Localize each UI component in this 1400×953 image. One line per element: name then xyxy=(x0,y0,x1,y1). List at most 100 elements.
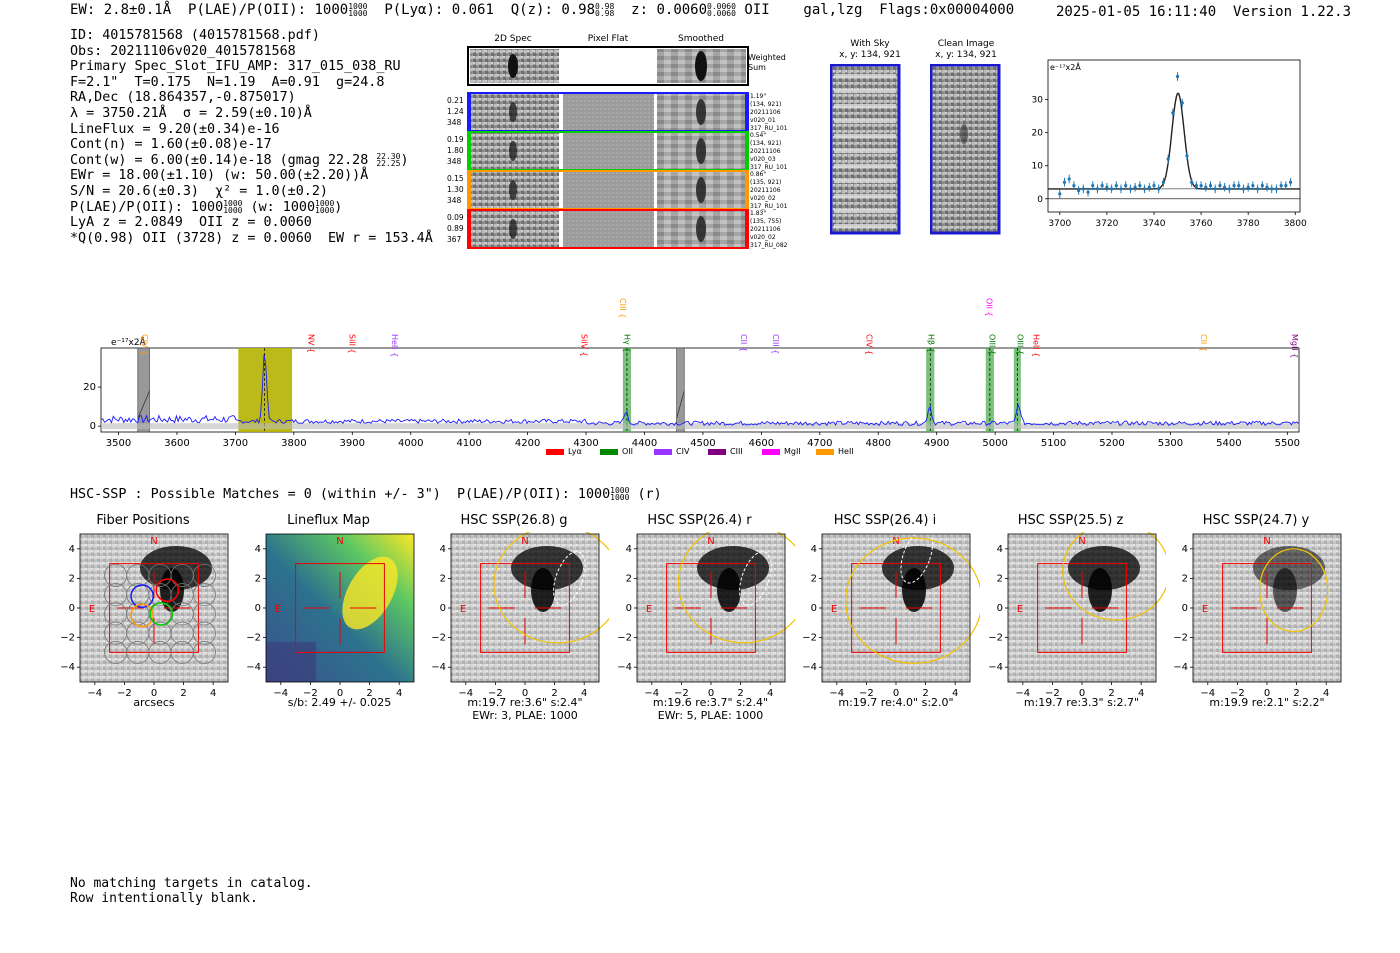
zoom-data-point xyxy=(1128,187,1133,191)
zoom-data-point xyxy=(1237,183,1241,188)
sky-stripe xyxy=(834,104,896,108)
zoom-data-point xyxy=(1095,187,1100,191)
hsc-search-box xyxy=(665,563,756,653)
hsc-xtick-label: 4 xyxy=(581,688,587,699)
cutout-row-weight: 348 xyxy=(447,118,462,127)
spec-unit-label: e⁻¹⁷x2Å xyxy=(111,336,147,348)
spec-xtick-label: 4900 xyxy=(924,438,949,449)
hsc-ytick-label: −4 xyxy=(1173,662,1188,673)
fiber-circle xyxy=(192,563,216,587)
zoom-data-point xyxy=(1208,183,1213,188)
spec-line-label: CIV { xyxy=(865,334,874,355)
cutout-title-smoothed: Smoothed xyxy=(678,34,724,44)
hsc-east-label: E xyxy=(460,604,466,615)
hsc-panel-5: HSC SSP(26.4) i N E −4 −4 −2 −2 0 0 2 2 4 4 m:19.7 re… xyxy=(800,508,980,723)
hsc-xtick-label: −2 xyxy=(488,688,503,699)
hsc-ytick-label: 4 xyxy=(254,544,260,555)
info-lineflux: LineFlux = 9.20(±0.34)e-16 xyxy=(70,121,280,137)
hsc-galaxy xyxy=(696,546,769,590)
hsc-north-label: N xyxy=(1078,536,1085,547)
cutout-row-meta: (135, 921) xyxy=(750,179,781,186)
hsc-ytick-label: 2 xyxy=(811,573,817,584)
cutout-row-4: 0.09 0.89 367 1.83"(135, 755)20211106v020_0… xyxy=(447,209,788,249)
hsc-panel-7: HSC SSP(24.7) y N E −4 −4 −2 −2 0 0 2 2 4 4 m:19.9 re… xyxy=(1171,508,1351,723)
sky-stripe xyxy=(834,179,896,183)
info-obs: Obs: 20211106v020_4015781568 xyxy=(70,43,296,59)
hsc-ytick-label: −2 xyxy=(246,633,261,644)
zoom-ytick-label: 30 xyxy=(1032,96,1044,106)
zoom-data-point xyxy=(1288,180,1293,184)
legend-label: CIV xyxy=(676,447,690,456)
hsc-aperture xyxy=(845,537,980,664)
zoom-data-point xyxy=(1152,183,1156,188)
header-plae-range: 1000 1000 xyxy=(348,2,368,18)
zoom-data-point xyxy=(1232,183,1236,188)
zoom-data-point xyxy=(1105,185,1109,189)
info-sn: S/N = 20.6(±0.3) χ² = 1.0(±0.2) xyxy=(70,183,328,199)
hsc-search-box xyxy=(109,563,199,653)
header-flags: Flags:0x00004000 xyxy=(879,2,1015,18)
spec-xtick-label: 4700 xyxy=(807,438,832,449)
header-datetime-version: 2025-01-05 16:11:40 Version 1.22.3 xyxy=(1056,4,1351,20)
cutout-title-2dspec: 2D Spec xyxy=(494,34,532,44)
cutout-row-meta: 317_RU_101 xyxy=(750,203,788,210)
legend-swatch xyxy=(600,448,618,455)
hsc-panel-image: N E −4 −4 −2 −2 0 0 2 2 4 4 xyxy=(988,532,1166,699)
cutout-title-pixelflat: Pixel Flat xyxy=(587,34,629,44)
hsc-ytick-label: −2 xyxy=(988,633,1003,644)
fiber-highlight xyxy=(130,603,155,628)
hsc-ytick-label: 0 xyxy=(254,603,260,614)
fiber-highlight xyxy=(130,584,155,609)
spec-flux-line xyxy=(100,354,1299,427)
spec-xtick-label: 3700 xyxy=(223,438,248,449)
zoom-data-point xyxy=(1077,188,1081,193)
zoom-data-point xyxy=(1223,185,1227,189)
zoom-data-point xyxy=(1284,183,1288,188)
spec-error-band xyxy=(101,423,1299,430)
spec-xtick-label: 5100 xyxy=(1041,438,1066,449)
sky-stripe xyxy=(834,194,896,198)
zoom-ytick-label: 10 xyxy=(1032,162,1044,172)
spec-line-label: NV { xyxy=(306,334,315,353)
cutout-row-weight: 0.15 xyxy=(447,174,464,183)
zoom-data-point xyxy=(1114,183,1118,188)
hsc-xtick-label: 0 xyxy=(1078,688,1084,699)
spec-ytick-label: 0 xyxy=(90,421,96,432)
cutout-row-1: 0.21 1.24 348 1.19"(134, 921)20211106v020_0… xyxy=(447,92,788,132)
legend-swatch xyxy=(708,448,726,455)
header-plae-label: P(LAE)/P(OII): xyxy=(188,2,307,18)
hsc-xtick-label: 2 xyxy=(1293,688,1299,699)
hsc-xtick-label: 0 xyxy=(336,688,342,699)
hsc-xtick-label: 4 xyxy=(952,688,958,699)
cutout-row-weight: 1.30 xyxy=(447,185,464,194)
hsc-east-label: E xyxy=(645,604,651,615)
spec-xtick-label: 4100 xyxy=(456,438,481,449)
zoom-data-point xyxy=(1227,187,1231,191)
spec-xtick-label: 3800 xyxy=(281,438,306,449)
hsc-east-label: E xyxy=(274,604,280,615)
hsc-ytick-label: −2 xyxy=(617,633,632,644)
hsc-galaxy xyxy=(1253,546,1325,590)
cutout-row-meta: 317_RU_082 xyxy=(750,242,788,249)
spec-xtick-label: 5400 xyxy=(1216,438,1241,449)
cutout-row-meta: 317_RU_101 xyxy=(750,125,788,132)
zoom-data-point xyxy=(1091,183,1095,188)
hsc-panel-title: HSC SSP(26.4) r xyxy=(647,513,752,528)
legend-swatch xyxy=(654,448,672,455)
zoom-data-point xyxy=(1166,157,1170,161)
hsc-aperture xyxy=(493,532,609,644)
zoom-data-point xyxy=(1180,101,1184,105)
spec-grey-band-hatch xyxy=(137,390,150,419)
zoom-data-point xyxy=(1185,154,1189,158)
cutout-row-meta: v020_01 xyxy=(750,117,776,124)
zoom-data-point xyxy=(1171,111,1175,115)
hsc-galaxy-core xyxy=(902,568,926,612)
hsc-galaxy-core xyxy=(1273,568,1297,612)
hsc-ytick-label: 4 xyxy=(69,544,75,555)
detection-info: ID: 4015781568 (4015781568.pdf) Obs: 202… xyxy=(70,28,433,246)
fiber-circle xyxy=(192,640,216,664)
zoom-unit-label: e⁻¹⁷x2Å xyxy=(1050,61,1081,72)
hsc-east-label: E xyxy=(89,604,95,615)
hsc-xtick-label: 4 xyxy=(396,688,402,699)
cutout-row-weight: 1.80 xyxy=(447,146,464,155)
